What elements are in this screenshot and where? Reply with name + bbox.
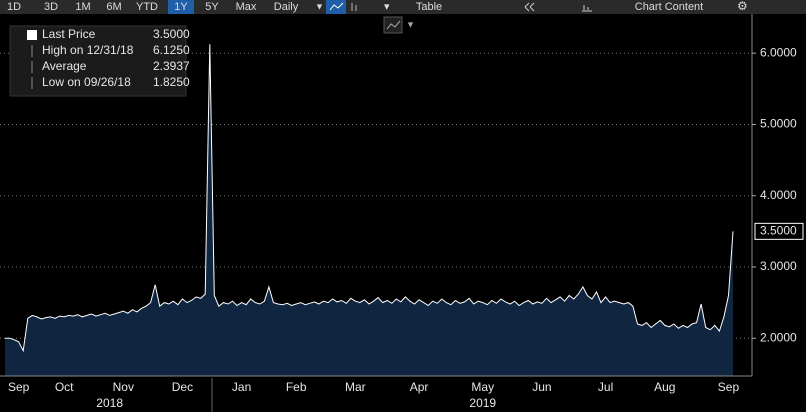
x-tick-label: May bbox=[471, 380, 494, 394]
x-tick-label: Sep bbox=[718, 380, 740, 394]
y-tick-label: 3.0000 bbox=[760, 259, 797, 273]
range-button[interactable]: 6M bbox=[106, 1, 121, 13]
legend-label: Average bbox=[42, 59, 87, 73]
year-label: 2019 bbox=[469, 396, 496, 410]
range-button[interactable]: 5Y bbox=[205, 1, 219, 13]
range-button[interactable]: 1D bbox=[7, 1, 21, 13]
last-price-label: 3.5000 bbox=[760, 224, 797, 238]
x-tick-label: Mar bbox=[345, 380, 366, 394]
range-button[interactable]: 1Y bbox=[174, 1, 188, 13]
area bbox=[5, 44, 733, 377]
bar-icon[interactable] bbox=[351, 3, 357, 11]
legend-value: 6.1250 bbox=[153, 43, 190, 57]
range-button[interactable]: 1M bbox=[75, 1, 90, 13]
y-tick-label: 4.0000 bbox=[760, 188, 797, 202]
chart-type-icon bbox=[386, 20, 401, 30]
range-button[interactable]: YTD bbox=[136, 1, 158, 13]
y-tick-label: 2.0000 bbox=[760, 330, 797, 344]
toolbar: ▾ ⚙ Daily ▼ Table Chart Content 1D 3D 1M 6M… bbox=[0, 0, 806, 14]
price-line bbox=[5, 44, 734, 353]
x-tick-label: Sep bbox=[8, 380, 30, 394]
legend-swatch bbox=[27, 30, 37, 40]
collapse-icon[interactable] bbox=[524, 2, 535, 12]
chart-icon[interactable] bbox=[582, 5, 592, 12]
x-tick-label: Nov bbox=[113, 380, 134, 394]
range-button[interactable]: 3D bbox=[44, 1, 58, 13]
table-button[interactable]: Table bbox=[416, 1, 442, 13]
x-tick-label: Jan bbox=[232, 380, 251, 394]
y-tick-label: 5.0000 bbox=[760, 117, 797, 131]
dropdown-icon[interactable]: ▾ bbox=[384, 1, 390, 13]
x-tick-label: Jun bbox=[532, 380, 551, 394]
active-range bbox=[168, 0, 194, 14]
legend-label: Low on 09/26/18 bbox=[42, 75, 131, 89]
legend-value: 1.8250 bbox=[153, 75, 190, 89]
legend-label: Last Price bbox=[42, 27, 96, 41]
x-tick-label: Dec bbox=[172, 380, 193, 394]
x-tick-label: Oct bbox=[55, 380, 74, 394]
plot-area bbox=[0, 44, 752, 377]
chart-type-arrow[interactable]: ▼ bbox=[406, 19, 415, 29]
legend-label: High on 12/31/18 bbox=[42, 43, 134, 57]
last-price-tag bbox=[754, 222, 804, 240]
range-button[interactable]: Max bbox=[236, 1, 257, 13]
x-tick-label: Jul bbox=[598, 380, 613, 394]
toolbar-bg bbox=[0, 0, 806, 14]
x-tick-label: Apr bbox=[410, 380, 429, 394]
year-label: 2018 bbox=[96, 396, 123, 410]
frequency-arrow[interactable]: ▼ bbox=[315, 1, 324, 11]
y-tick-label: 6.0000 bbox=[760, 45, 797, 59]
legend-box bbox=[9, 25, 187, 97]
frequency-button[interactable]: Daily bbox=[274, 1, 299, 13]
line-icon[interactable] bbox=[329, 2, 344, 11]
settings-icon[interactable]: ⚙ bbox=[737, 0, 748, 13]
legend-value: 2.3937 bbox=[153, 59, 190, 73]
legend-value: 3.5000 bbox=[153, 27, 190, 41]
x-tick-label: Feb bbox=[286, 380, 307, 394]
x-tick-label: Aug bbox=[654, 380, 675, 394]
chart-content-button[interactable]: Chart Content bbox=[635, 1, 703, 13]
